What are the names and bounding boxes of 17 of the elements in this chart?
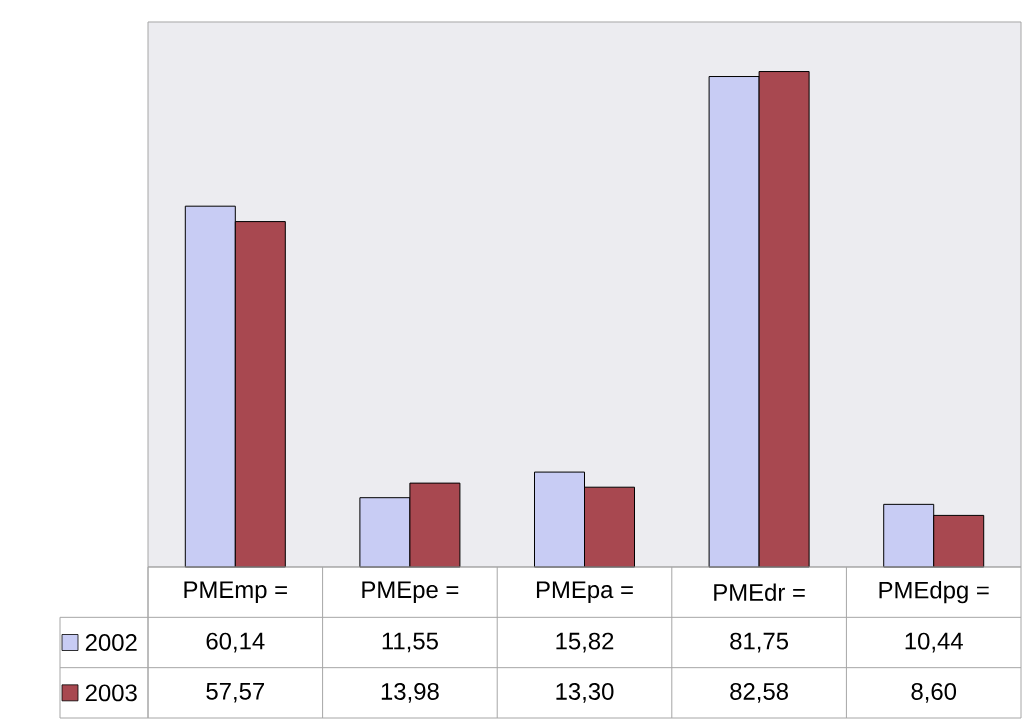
x-tick-label: PMEmp = bbox=[184, 581, 287, 603]
x-tick-label: PMEpa = bbox=[536, 581, 633, 603]
x-tick-label: PMEpe = bbox=[362, 581, 459, 603]
data-label: 60,14 bbox=[206, 632, 265, 653]
data-label: 81,75 bbox=[730, 632, 789, 653]
data-label: 13,30 bbox=[556, 682, 614, 703]
data-label: 13,98 bbox=[381, 682, 439, 703]
x-tick-label: PMEdpg = bbox=[879, 581, 989, 604]
data-label: 15,82 bbox=[556, 632, 614, 653]
data-label: 11,55 bbox=[382, 632, 438, 653]
data-label: 10,44 bbox=[905, 632, 963, 653]
x-tick-label: PMEdr = bbox=[714, 583, 805, 601]
data-label: 57,57 bbox=[206, 683, 265, 703]
legend-label: 2003 bbox=[85, 684, 137, 702]
legend-label: 2002 bbox=[85, 634, 137, 651]
data-label: 82,58 bbox=[730, 682, 788, 703]
data-label: 8,60 bbox=[911, 682, 957, 703]
